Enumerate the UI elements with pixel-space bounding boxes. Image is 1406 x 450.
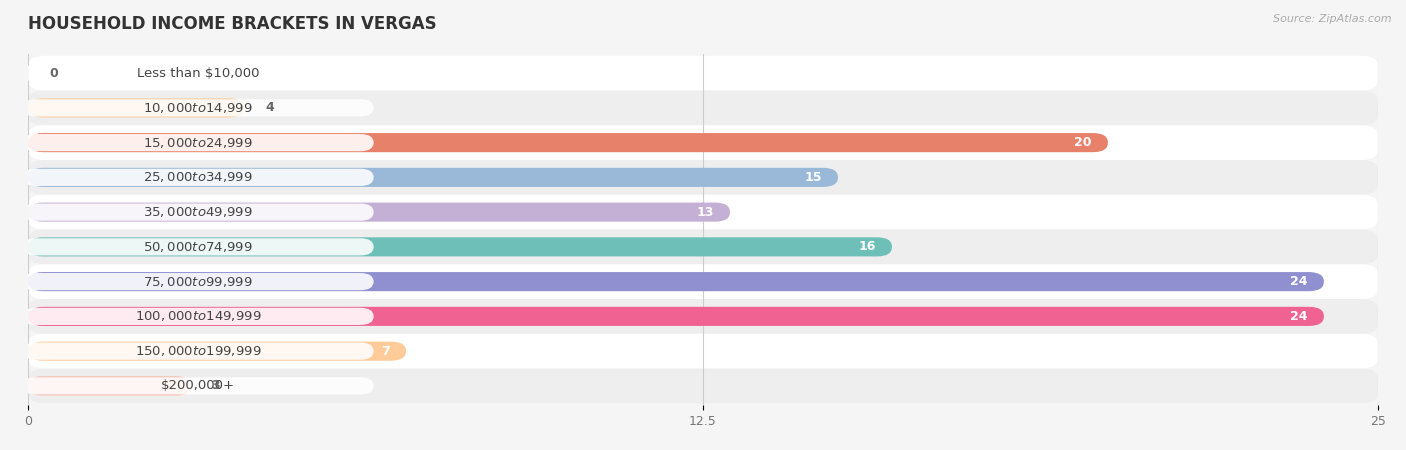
Text: 20: 20 — [1074, 136, 1091, 149]
FancyBboxPatch shape — [28, 90, 1378, 125]
FancyBboxPatch shape — [22, 134, 374, 151]
Text: $15,000 to $24,999: $15,000 to $24,999 — [143, 135, 253, 149]
FancyBboxPatch shape — [28, 299, 1378, 334]
FancyBboxPatch shape — [28, 264, 1378, 299]
Text: Less than $10,000: Less than $10,000 — [136, 67, 260, 80]
Text: $10,000 to $14,999: $10,000 to $14,999 — [143, 101, 253, 115]
Text: $100,000 to $149,999: $100,000 to $149,999 — [135, 310, 262, 324]
Text: 24: 24 — [1291, 310, 1308, 323]
FancyBboxPatch shape — [22, 203, 374, 220]
FancyBboxPatch shape — [22, 377, 374, 395]
Text: $150,000 to $199,999: $150,000 to $199,999 — [135, 344, 262, 358]
FancyBboxPatch shape — [22, 64, 374, 82]
FancyBboxPatch shape — [28, 56, 1378, 90]
FancyBboxPatch shape — [28, 133, 1108, 152]
FancyBboxPatch shape — [22, 238, 374, 256]
FancyBboxPatch shape — [22, 342, 374, 360]
FancyBboxPatch shape — [22, 273, 374, 290]
Text: $35,000 to $49,999: $35,000 to $49,999 — [143, 205, 253, 219]
FancyBboxPatch shape — [28, 272, 1324, 291]
Text: 0: 0 — [49, 67, 59, 80]
Text: Source: ZipAtlas.com: Source: ZipAtlas.com — [1274, 14, 1392, 23]
FancyBboxPatch shape — [28, 334, 1378, 369]
Text: 3: 3 — [212, 379, 221, 392]
Text: 4: 4 — [266, 101, 274, 114]
FancyBboxPatch shape — [28, 237, 891, 256]
Text: HOUSEHOLD INCOME BRACKETS IN VERGAS: HOUSEHOLD INCOME BRACKETS IN VERGAS — [28, 15, 437, 33]
FancyBboxPatch shape — [28, 125, 1378, 160]
FancyBboxPatch shape — [28, 307, 1324, 326]
Text: $25,000 to $34,999: $25,000 to $34,999 — [143, 171, 253, 184]
Text: 7: 7 — [381, 345, 389, 358]
Text: $75,000 to $99,999: $75,000 to $99,999 — [143, 274, 253, 288]
Text: 13: 13 — [696, 206, 714, 219]
FancyBboxPatch shape — [28, 160, 1378, 195]
FancyBboxPatch shape — [28, 168, 838, 187]
Text: 15: 15 — [804, 171, 821, 184]
FancyBboxPatch shape — [28, 369, 1378, 403]
FancyBboxPatch shape — [22, 169, 374, 186]
FancyBboxPatch shape — [28, 230, 1378, 264]
FancyBboxPatch shape — [28, 98, 245, 117]
FancyBboxPatch shape — [28, 376, 190, 396]
Text: $50,000 to $74,999: $50,000 to $74,999 — [143, 240, 253, 254]
Text: $200,000+: $200,000+ — [162, 379, 235, 392]
FancyBboxPatch shape — [28, 342, 406, 361]
FancyBboxPatch shape — [28, 202, 730, 222]
Text: 16: 16 — [859, 240, 876, 253]
FancyBboxPatch shape — [28, 195, 1378, 230]
Text: 24: 24 — [1291, 275, 1308, 288]
FancyBboxPatch shape — [22, 308, 374, 325]
FancyBboxPatch shape — [22, 99, 374, 117]
